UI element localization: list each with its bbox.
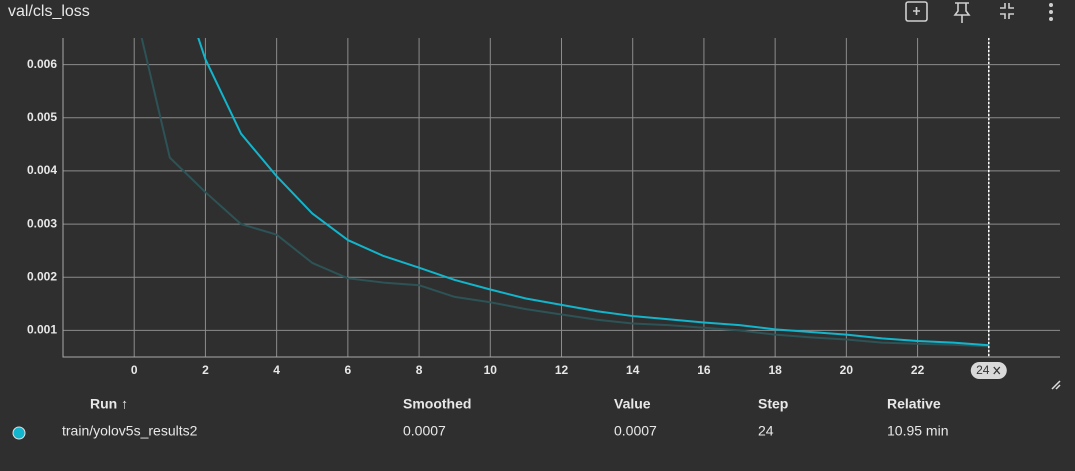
table-cell: 0.0007 — [403, 423, 446, 439]
x-tick-label: 8 — [416, 363, 423, 377]
x-tick-label: 4 — [273, 363, 280, 377]
y-tick-label: 0.005 — [27, 110, 57, 124]
x-tick-label: 18 — [768, 363, 782, 377]
x-tick-label: 0 — [131, 363, 138, 377]
hover-badge — [970, 362, 1007, 379]
table-cell: 0.0007 — [614, 423, 657, 439]
toolbar — [905, 1, 1053, 23]
resize-handle[interactable] — [1051, 380, 1061, 390]
x-tick-label: 20 — [840, 363, 854, 377]
x-tick-label: 12 — [555, 363, 569, 377]
x-tick-label: 14 — [626, 363, 640, 377]
axis-line — [62, 38, 1060, 358]
table-cell: train/yolov5s_results2 — [62, 423, 198, 439]
x-tick-label: 2 — [202, 363, 209, 377]
collapse-button[interactable] — [1000, 3, 1014, 19]
hover-step: 24 — [976, 363, 990, 377]
series-group — [140, 38, 989, 348]
y-tick-label: 0.002 — [27, 269, 57, 283]
y-tick-label: 0.003 — [27, 216, 57, 230]
x-tick-label: 16 — [697, 363, 711, 377]
column-header: Run ↑ — [90, 396, 128, 412]
more-button[interactable] — [1049, 3, 1053, 21]
y-tick-label: 0.001 — [27, 323, 57, 337]
column-header: Value — [614, 396, 651, 412]
y-tick-label: 0.006 — [27, 57, 57, 71]
card-title: val/cls_loss — [8, 3, 90, 20]
x-tick-label: 22 — [911, 363, 925, 377]
table-cell: 24 — [758, 423, 774, 439]
hover-close[interactable] — [993, 366, 1001, 375]
pin-button[interactable] — [953, 2, 971, 23]
column-header: Relative — [887, 396, 941, 412]
table-cell: 10.95 min — [887, 423, 948, 439]
column-header: Smoothed — [403, 396, 471, 412]
series-line — [140, 38, 989, 348]
column-header: Step — [758, 396, 788, 412]
y-tick-label: 0.004 — [27, 163, 57, 177]
run-color[interactable] — [12, 426, 26, 440]
x-tick-label: 6 — [345, 363, 352, 377]
series-line — [197, 38, 989, 347]
fit-domain-button[interactable] — [905, 1, 928, 22]
x-tick-label: 10 — [484, 363, 498, 377]
